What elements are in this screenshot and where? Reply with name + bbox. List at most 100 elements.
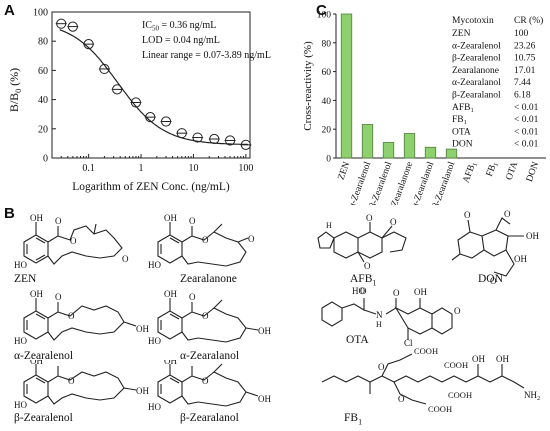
chart-a-point [98, 63, 110, 75]
atom-oh-don-2: OH [514, 254, 527, 264]
atom-o-zen-1: O [55, 216, 62, 226]
chart-a-point [111, 84, 123, 95]
atom-oh-a-zearalanol-2: OH [258, 326, 271, 336]
chart-c-bar [382, 142, 395, 159]
atom-o-a-zearalenol-2: O [68, 311, 75, 321]
cr-table-mycotoxin: ZEN [452, 29, 471, 39]
atom-o-zearalanone-2: O [202, 235, 209, 245]
chart-a-x-tick-label: 100 [238, 163, 253, 174]
atom-oh-fb1-2: OH [496, 354, 509, 364]
chart-c-category-label: ZEN [337, 160, 353, 181]
atom-o-zearalanone-3: O [248, 234, 255, 244]
atom-oh-a-zearalenol-1: OH [30, 289, 43, 299]
cr-table-mycotoxin: α-Zearalanol [452, 78, 501, 88]
chart-a-y-tick-label: 0 [43, 154, 48, 165]
atom-oh-don-1: OH [526, 231, 539, 241]
atom-ho-b-zearalenol: HO [14, 400, 27, 410]
atom-oh-b-zearalanol-1: OH [164, 360, 177, 366]
atom-oh-b-zearalenol-2: OH [136, 386, 149, 396]
atom-o-a-zearalanol-2: O [202, 311, 209, 321]
structure-label-b-zearalenol: β-Zearalenol [14, 412, 73, 424]
cr-table-mycotoxin: β-Zearalenol [452, 54, 501, 64]
chart-c-y-tick-label: 100 [317, 11, 332, 21]
cr-table-value: 100 [514, 29, 529, 39]
atom-oh-zearalanone: OH [164, 213, 177, 223]
atom-o-don-3: O [490, 276, 497, 286]
atom-oh-b-zearalenol-1: OH [30, 360, 43, 366]
atom-cl-ota: Cl [404, 338, 413, 346]
chart-a-point [67, 21, 79, 32]
atom-oh-fb1-1: OH [472, 354, 485, 364]
chart-a-point [176, 128, 188, 139]
cr-table-mycotoxin: DON [452, 140, 473, 150]
chart-c-cr-table: Mycotoxin CR (%) ZEN 100 α-Zearalenol 23.26 β-… [452, 15, 543, 150]
panel-label-a: A [4, 2, 15, 19]
atom-o-don-1: O [464, 210, 471, 220]
structure-zearalanone: OH HO O O O [148, 213, 255, 270]
chart-a-y-axis: 0 20 40 60 80 100 [33, 8, 56, 165]
chart-a-y-tick-label: 60 [38, 66, 48, 77]
chart-c-bars [340, 13, 458, 159]
cr-table-value: 7.44 [514, 78, 531, 88]
chart-a-y-tick-label: 20 [38, 124, 48, 135]
atom-nh-ota: N [376, 310, 383, 320]
cr-table-mycotoxin: OTA [452, 127, 471, 137]
panel-label-b: B [4, 205, 15, 222]
chart-a-y-tick-label: 80 [38, 37, 48, 48]
structure-label-fb1: FB1 [344, 412, 363, 427]
chart-c-bar [340, 13, 353, 159]
atom-ho-a-zearalanol: HO [148, 336, 161, 346]
structure-afb1: O O H O [317, 214, 407, 270]
atom-o-b-zearalenol: O [68, 376, 75, 386]
chart-a-point [160, 116, 172, 127]
atom-o-ota-3: O [454, 306, 461, 316]
atom-ho-zearalanone: HO [148, 260, 161, 270]
chart-a-annotations: IC50 = 0.36 ng/mL LOD = 0.04 ng/mL Linea… [142, 20, 271, 61]
atom-h-afb1: H [326, 221, 332, 230]
atom-ho-a-zearalenol: HO [14, 336, 27, 346]
atom-nh2-fb1: NH2 [524, 390, 540, 402]
chart-a-x-tick-label: 1 [139, 163, 144, 174]
chart-c-y-axis: 0 20 40 60 80 100 [317, 11, 336, 165]
structure-b-zearalenol: OH HO O OH [14, 360, 149, 410]
structure-b-zearalanol: OH HO O OH [148, 360, 271, 412]
atom-o-don-2: O [504, 209, 511, 219]
chart-c-category-label: AFB1 [461, 161, 479, 185]
chart-a-fit-curve [59, 29, 249, 146]
atom-o-a-zearalenol-1: O [55, 292, 62, 302]
chart-a-point [144, 112, 156, 123]
cr-table-mycotoxin: β-Zearalanol [452, 91, 501, 101]
chart-a-y-axis-label: B/B0 (%) [7, 68, 23, 112]
atom-oh-a-zearalenol-2: OH [136, 324, 149, 334]
annotation-ic50: IC50 = 0.36 ng/mL [142, 20, 216, 33]
structure-ota: HO O N H O OH O Cl [321, 286, 461, 346]
chart-a-point [208, 133, 220, 145]
atom-oh-b-zearalanol-2: OH [258, 394, 271, 404]
atom-cooh-fb1-3: COOH [428, 404, 452, 414]
atom-ho-ota: HO [352, 286, 365, 296]
cr-table-value: < 0.01 [514, 140, 539, 150]
chart-c-y-axis-label: Cross-reactivity (%) [302, 41, 314, 131]
chart-a-point [192, 132, 204, 143]
cr-table-header-cr: CR (%) [514, 15, 543, 26]
atom-o-a-zearalanol-1: O [189, 292, 196, 302]
atom-oh-a-zearalanol-1: OH [164, 289, 177, 299]
chart-c-category-label: Zearalanone [390, 161, 415, 205]
atom-ome-afb1: O [364, 261, 371, 270]
cr-table-value: < 0.01 [514, 103, 539, 113]
atom-cooh-fb1-1: COOH [414, 346, 438, 356]
chart-c-y-tick-label: 60 [322, 68, 332, 78]
structure-fb1: O COOH COOH O COOH COOH OH OH NH2 [321, 346, 540, 414]
atom-h-ota: H [376, 320, 382, 329]
chart-a-inhibition-curve: 0 20 40 60 80 100 0.1 1 10 100 B/B0 (%) Logarith… [7, 8, 271, 194]
chart-a-plot-frame [51, 11, 251, 159]
chart-a-x-axis-label: Logarithm of ZEN Conc. (ng/mL) [72, 181, 230, 193]
cr-table-mycotoxin: Zearalanone [452, 66, 499, 76]
chart-a-point [83, 39, 95, 50]
annotation-lod: LOD = 0.04 ng/mL [142, 35, 220, 46]
chart-a-x-tick-label: 10 [188, 163, 198, 174]
atom-oh-ota: OH [414, 287, 427, 297]
cr-table-mycotoxin: α-Zearalenol [452, 41, 501, 51]
atom-ho-b-zearalanol: HO [148, 402, 161, 412]
atom-o-zearalanone-1: O [189, 216, 196, 226]
